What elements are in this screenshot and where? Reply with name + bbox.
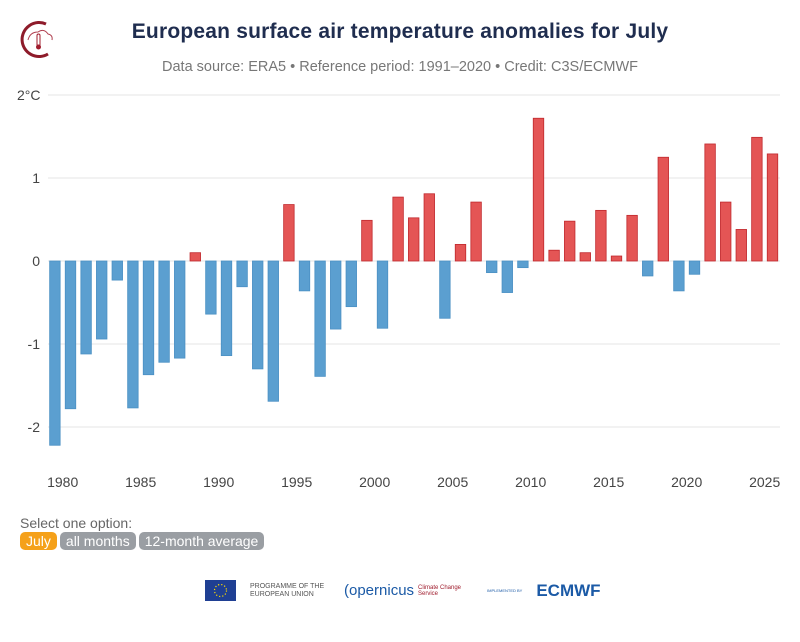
bar-1994 [283, 204, 295, 262]
bar-1992 [252, 260, 264, 370]
y-tick-label: 1 [32, 170, 40, 186]
bar-2013 [579, 252, 591, 262]
bar-1985 [142, 260, 155, 376]
bar-1993 [267, 260, 279, 402]
bar-2010 [532, 117, 545, 262]
bar-1996 [314, 260, 326, 377]
bar-1983 [111, 260, 123, 281]
x-tick-label: 1990 [203, 474, 234, 490]
bar-2023 [735, 229, 747, 262]
bar-1988 [189, 252, 201, 262]
select-label: Select one option: [20, 515, 133, 531]
y-tick-label: 2°C [17, 87, 41, 103]
bar-2002 [408, 217, 420, 262]
copernicus-text: opernicus [349, 582, 415, 599]
bar-2012 [564, 220, 576, 262]
bar-1989 [205, 260, 217, 315]
bar-1998 [345, 260, 357, 308]
x-tick-label: 2025 [749, 474, 780, 490]
bar-1981 [80, 260, 92, 355]
bar-2017 [642, 260, 654, 277]
bar-2025 [766, 153, 779, 262]
x-tick-label: 1995 [281, 474, 312, 490]
bar-2008 [501, 260, 513, 293]
bar-2019 [673, 260, 685, 292]
bar-1991 [236, 260, 248, 288]
option-july-button[interactable]: July [20, 532, 57, 550]
bar-2007 [486, 260, 498, 274]
x-tick-label: 1985 [125, 474, 156, 490]
y-tick-label: 0 [32, 253, 40, 269]
x-tick-label: 1980 [47, 474, 78, 490]
ecmwf-logo: ECMWF [536, 580, 601, 600]
bar-chart: 2°C 1 0 -1 -2 1980 1985 1990 1995 2000 2005 2010 201… [17, 87, 780, 490]
x-tick-label: 2020 [671, 474, 702, 490]
x-tick-label: 2005 [437, 474, 468, 490]
bar-2000 [376, 260, 389, 329]
bar-1995 [298, 260, 311, 292]
bar-1999 [361, 219, 373, 262]
eu-programme-text: PROGRAMME OF THE EUROPEAN UNION [250, 582, 325, 598]
bar-1990 [220, 260, 233, 357]
x-tick-label: 2010 [515, 474, 546, 490]
bar-2001 [392, 196, 404, 262]
chart-subtitle: Data source: ERA5 • Reference period: 19… [162, 59, 638, 75]
bar-1984 [127, 260, 139, 409]
option-selector: Select one option: July all months 12-mo… [20, 515, 265, 550]
bar-1980 [64, 260, 77, 410]
footer-logos: PROGRAMME OF THE EUROPEAN UNION (opernic… [205, 580, 601, 601]
eu-flag-icon [205, 580, 236, 601]
bar-2018 [657, 156, 669, 262]
bar-2005 [454, 243, 467, 262]
bar-2024 [751, 136, 763, 262]
y-tick-label: -1 [28, 336, 41, 352]
bar-2020 [688, 260, 701, 275]
bar-2022 [720, 201, 732, 262]
bar-1987 [174, 260, 186, 359]
bar-2021 [704, 143, 716, 262]
y-tick-label: -2 [28, 419, 41, 435]
bar-2016 [626, 214, 638, 262]
option-12-month-average-button[interactable]: 12-month average [138, 532, 265, 550]
bar-2014 [595, 209, 607, 262]
c3s-logo-icon [20, 21, 53, 59]
bar-2006 [470, 201, 482, 262]
bar-1979 [49, 260, 61, 446]
x-tick-label: 2000 [359, 474, 390, 490]
bar-1982 [96, 260, 108, 340]
bar-1997 [330, 260, 342, 330]
implemented-by-text: IMPLEMENTED BY [487, 588, 523, 593]
bar-2015 [610, 255, 623, 262]
bar-1986 [158, 260, 170, 363]
bar-2011 [548, 249, 560, 262]
c3s-footer-logo: Climate Change Service [418, 584, 462, 597]
bar-2004 [439, 260, 451, 319]
option-all-months-button[interactable]: all months [59, 532, 136, 550]
chart-title: European surface air temperature anomali… [131, 20, 669, 43]
copernicus-logo: (opernicus [344, 582, 415, 599]
bar-2003 [423, 193, 435, 262]
bar-2009 [517, 260, 529, 269]
x-tick-label: 2015 [593, 474, 624, 490]
